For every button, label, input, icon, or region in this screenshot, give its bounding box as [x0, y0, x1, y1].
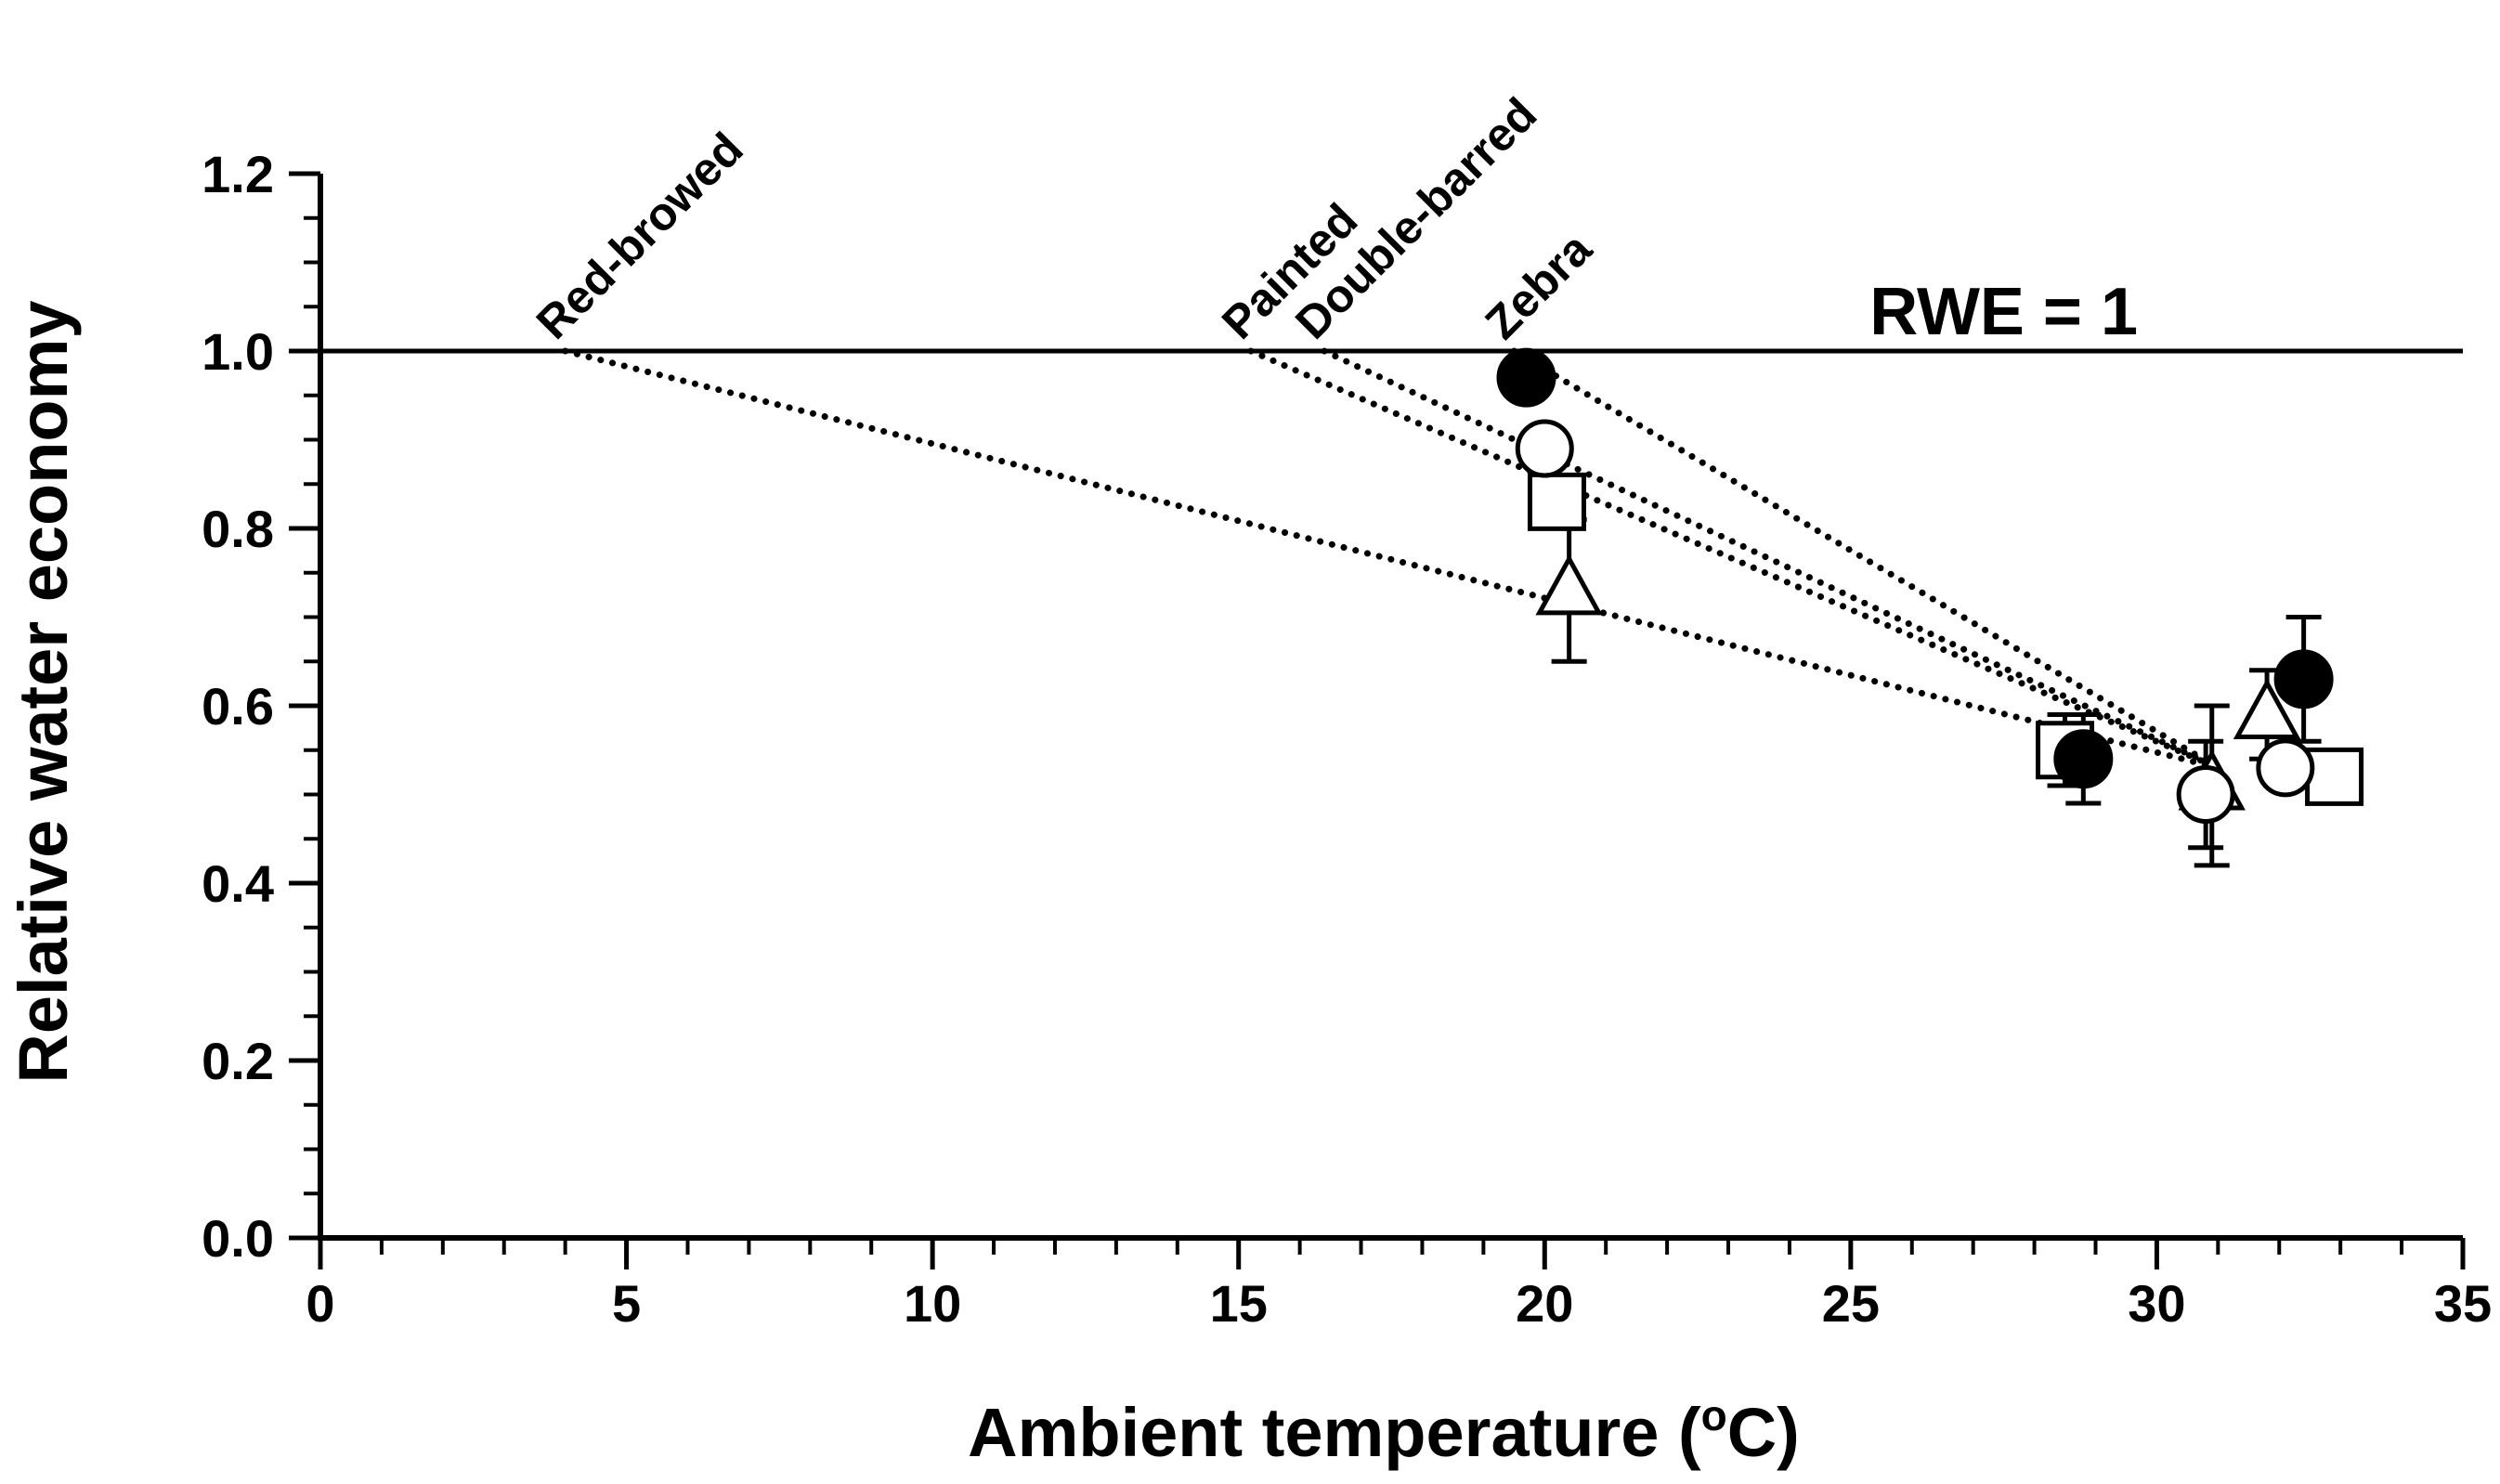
marker-double-barred [2256, 738, 2315, 798]
y-tick-label: 0.0 [202, 1209, 274, 1268]
y-tick-label: 0.8 [202, 500, 274, 558]
trend-line-zebra [1510, 347, 2221, 772]
marker-zebra [2273, 649, 2334, 709]
x-tick-label: 0 [306, 1274, 334, 1333]
x-tick-label: 15 [1210, 1274, 1268, 1333]
trend-line-double-barred [1321, 347, 2221, 772]
marker-red-browed [2233, 678, 2301, 740]
x-tick-label: 35 [2434, 1274, 2492, 1333]
marker-painted [1527, 472, 1586, 531]
trend-line-painted [1247, 347, 2221, 772]
y-axis-title: Relative water economy [5, 300, 82, 1083]
axes: 0.0 0.2 0.4 0.6 0.8 1.0 1.2 0 5 10 15 20 25 30 35 [202, 145, 2492, 1333]
reference-line: RWE = 1 [320, 275, 2463, 354]
x-tick-label: 20 [1516, 1274, 1573, 1333]
marker-zebra [2053, 729, 2114, 789]
y-tick-label: 0.4 [202, 854, 274, 913]
trend-line-red-browed [562, 347, 2221, 772]
y-tick-label: 1.0 [202, 322, 274, 381]
y-tick-label: 0.2 [202, 1032, 274, 1090]
x-axis-title-main: Ambient temperature ( [968, 1394, 1701, 1471]
x-axis-title-superscript: o [1701, 1391, 1727, 1439]
x-tick-label: 5 [612, 1274, 641, 1333]
marker-red-browed [1535, 553, 1603, 616]
marker-zebra [1496, 347, 1556, 408]
data-markers [1496, 347, 2364, 824]
y-tick-label: 0.6 [202, 677, 274, 735]
y-tick-label: 1.2 [202, 145, 274, 203]
x-axis-title-unit: C) [1727, 1394, 1800, 1471]
marker-double-barred [2176, 765, 2235, 824]
x-axis-title: Ambient temperature (oC) [968, 1391, 1800, 1471]
marker-double-barred [1515, 419, 1574, 478]
marker-painted [2305, 747, 2364, 806]
x-tick-label: 25 [1822, 1274, 1880, 1333]
trend-lines [562, 347, 2221, 772]
rwe-label: RWE = 1 [1869, 275, 2138, 349]
species-label-zebra: Zebra [1476, 222, 1603, 349]
x-tick-label: 30 [2128, 1274, 2185, 1333]
x-tick-label: 10 [904, 1274, 961, 1333]
species-label-red-browed: Red-browed [527, 123, 753, 349]
